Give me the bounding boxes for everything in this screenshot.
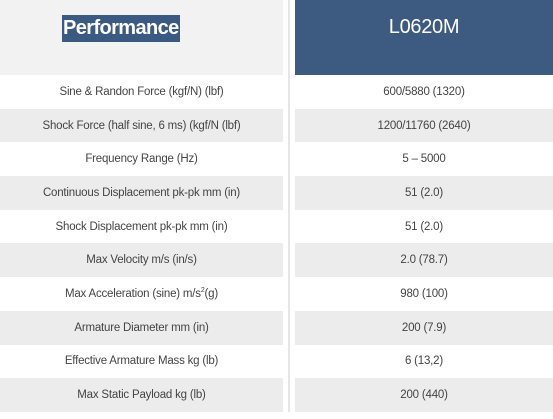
spec-value-max-static-payload: 200 (440): [295, 378, 553, 412]
spec-label-max-acceleration: Max Acceleration (sine) m/s 2 (g): [0, 277, 283, 311]
spec-value-max-velocity: 2.0 (78.7): [295, 243, 553, 278]
model-header-cell: L0620M: [295, 0, 553, 75]
performance-heading: Performance: [62, 15, 180, 42]
spec-label-max-static-payload: Max Static Payload kg (lb): [0, 378, 283, 412]
spec-labels-column: Performance Sine & Randon Force (kgf/N) …: [0, 0, 283, 412]
performance-header-cell: Performance: [0, 0, 283, 75]
spec-label-armature-diameter: Armature Diameter mm (in): [0, 310, 283, 345]
spec-value-shock-force: 1200/11760 (2640): [295, 108, 553, 143]
spec-label-sine-force: Sine & Randon Force (kgf/N) (lbf): [0, 75, 283, 109]
spec-value-effective-armature-mass: 6 (13,2): [295, 344, 553, 379]
spec-label-frequency-range: Frequency Range (Hz): [0, 142, 283, 177]
spec-value-continuous-displacement: 51 (2.0): [295, 176, 553, 210]
spec-value-frequency-range: 5 – 5000: [295, 142, 553, 177]
spec-label-shock-force: Shock Force (half sine, 6 ms) (kgf/N (lb…: [0, 108, 283, 143]
spec-values-column: L0620M 600/5880 (1320) 1200/11760 (2640)…: [295, 0, 553, 412]
spec-label-continuous-displacement: Continuous Displacement pk-pk mm (in): [0, 176, 283, 210]
model-heading: L0620M: [388, 16, 460, 38]
spec-label-max-acceleration-text: Max Acceleration (sine) m/s: [64, 287, 201, 300]
spec-value-armature-diameter: 200 (7.9): [295, 310, 553, 345]
spec-label-effective-armature-mass: Effective Armature Mass kg (lb): [0, 344, 283, 379]
spec-value-shock-displacement: 51 (2.0): [295, 209, 553, 244]
spec-value-sine-force: 600/5880 (1320): [295, 75, 553, 109]
spec-label-shock-displacement: Shock Displacement pk-pk mm (in): [0, 209, 283, 244]
spec-value-max-acceleration: 980 (100): [295, 277, 553, 311]
spec-label-max-acceleration-unit: (g): [204, 287, 219, 300]
column-divider: [283, 0, 295, 412]
spec-label-max-velocity: Max Velocity m/s (in/s): [0, 243, 283, 278]
